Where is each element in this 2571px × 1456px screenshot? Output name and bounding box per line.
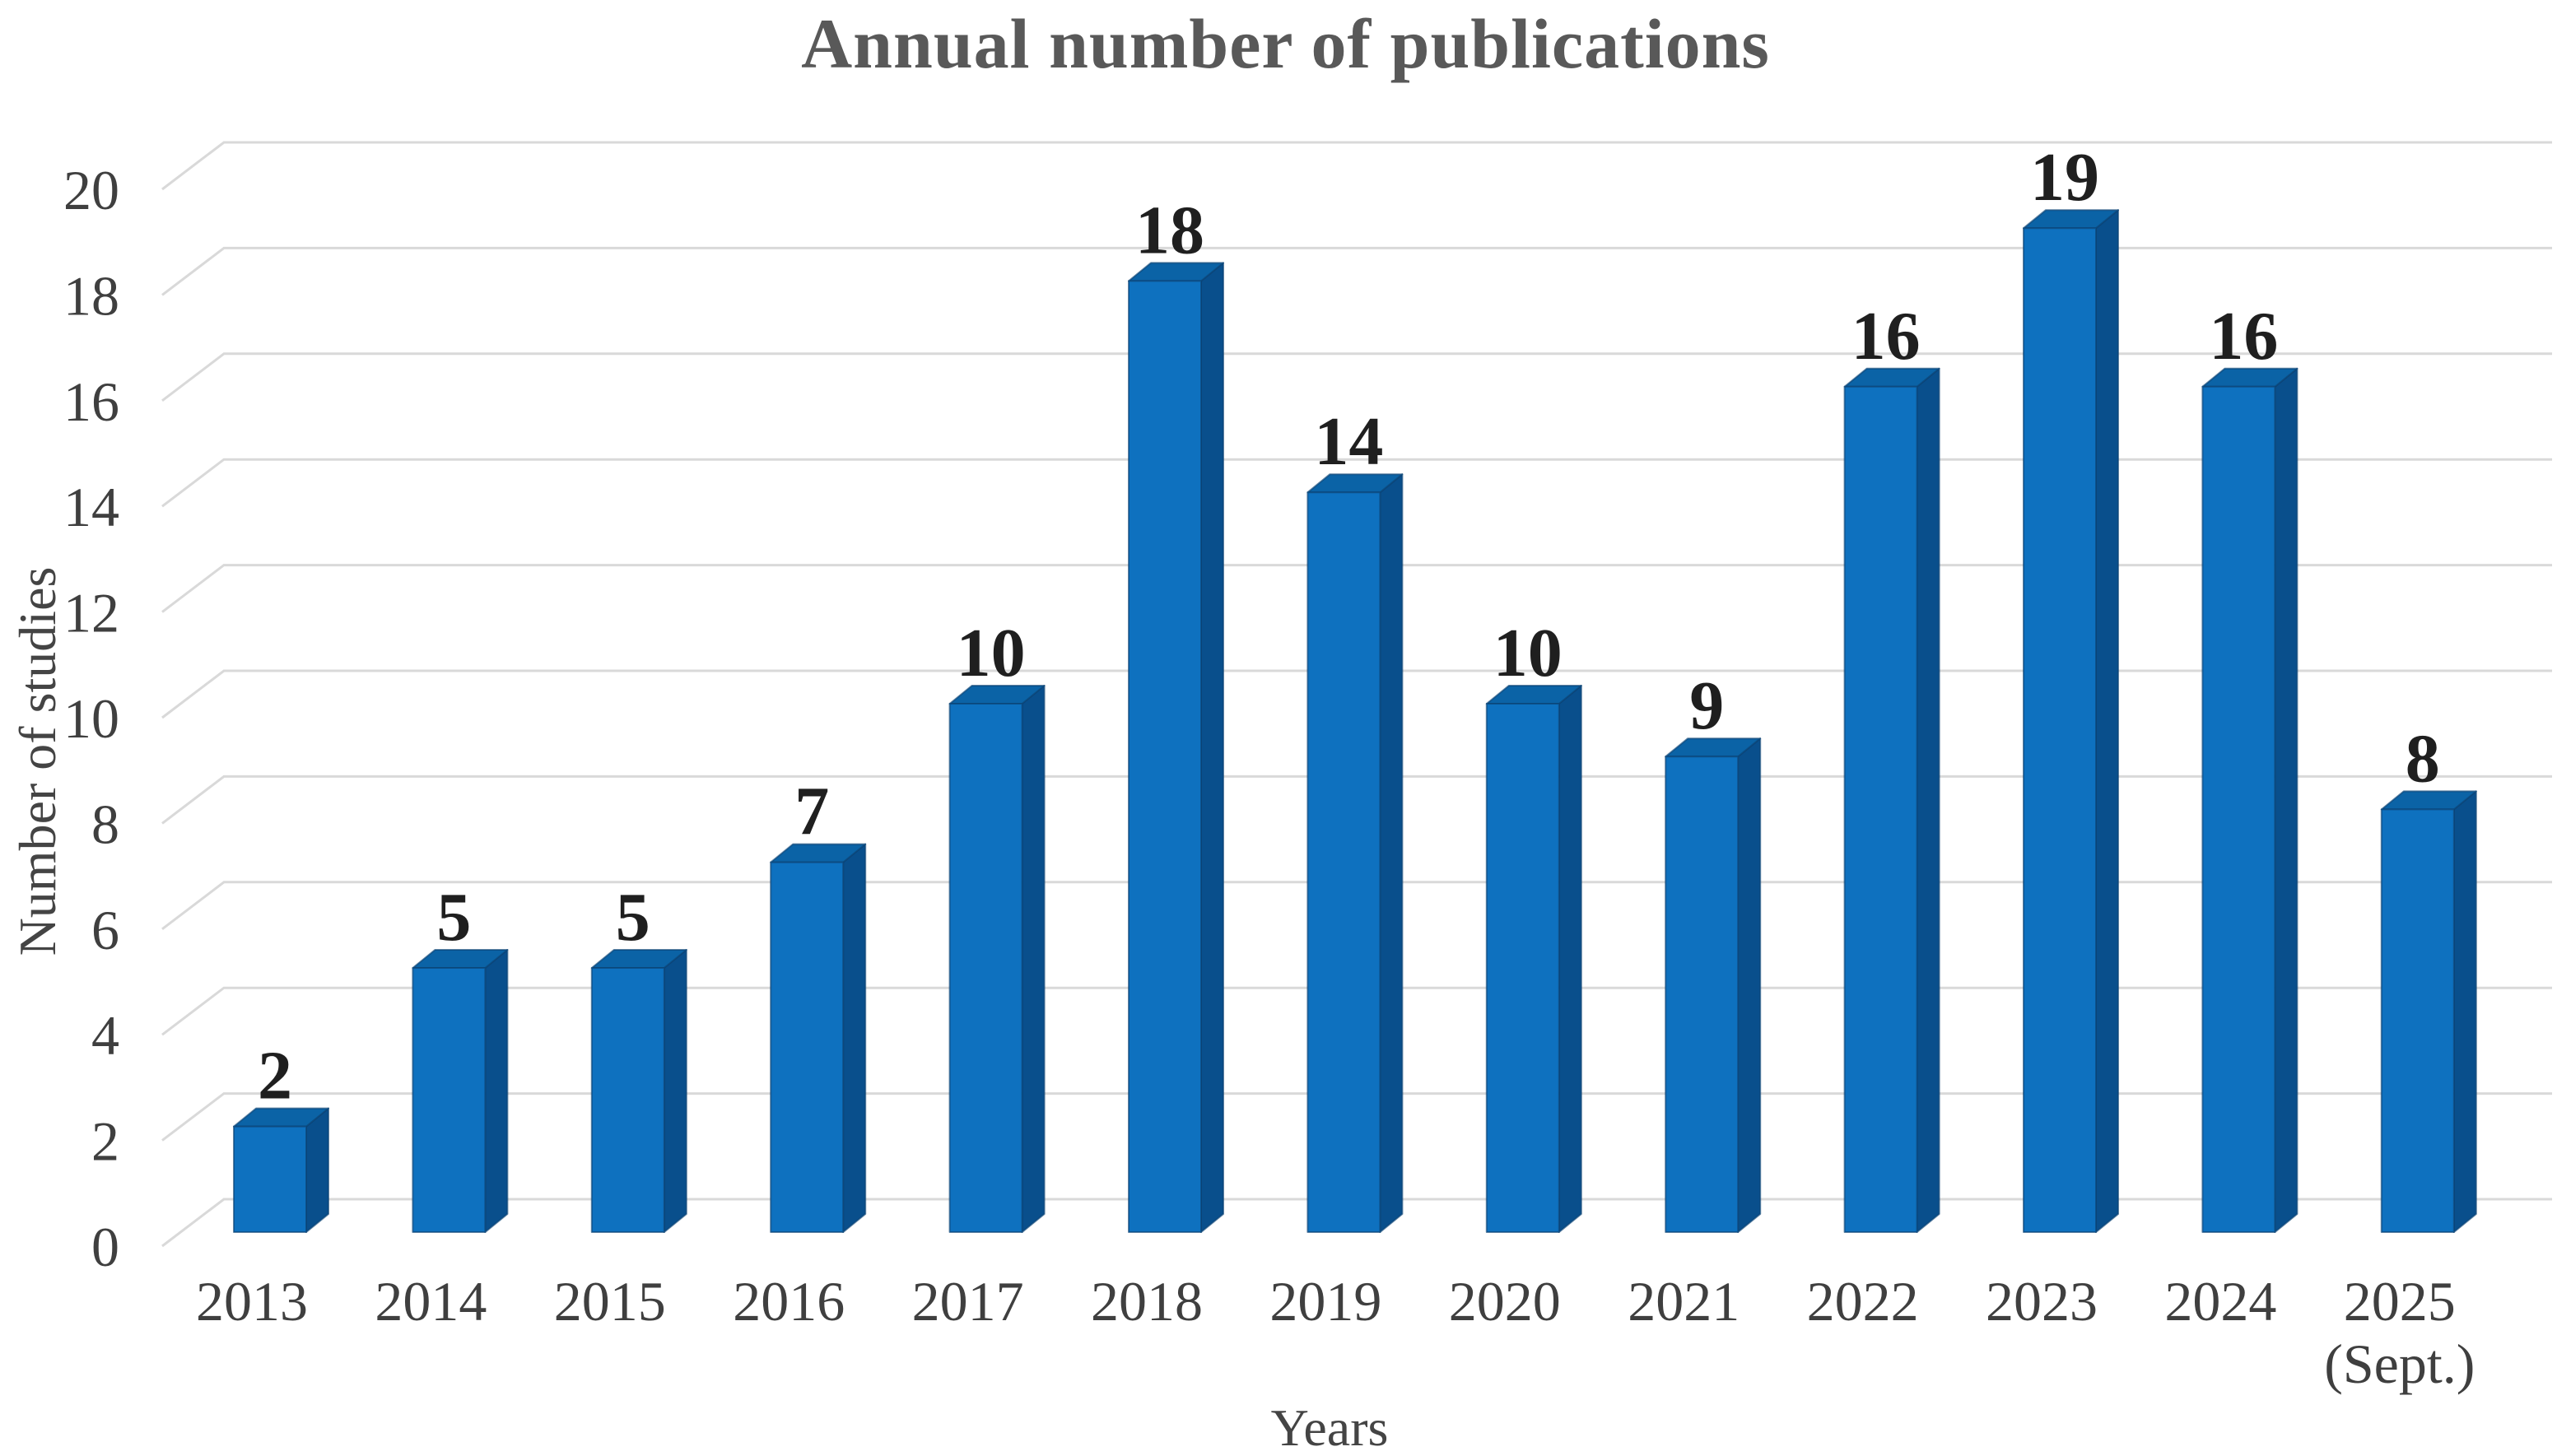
bar-front-face [1128, 280, 1202, 1233]
gridline [161, 986, 2552, 1036]
bar-2018 [1128, 262, 1224, 1233]
x-tick-label-2013: 2013 [196, 1270, 308, 1333]
bar-front-face [1306, 491, 1381, 1233]
x-tick-label-2019: 2019 [1269, 1270, 1381, 1333]
y-tick-label: 8 [91, 793, 119, 855]
bar-side-face [1379, 473, 1404, 1233]
y-tick-label: 2 [91, 1110, 119, 1173]
gridline [161, 246, 2552, 296]
gridlines [161, 141, 2552, 1248]
bar-side-face [842, 843, 867, 1233]
bar-side-face [1558, 685, 1582, 1233]
bar-side-face [484, 949, 509, 1233]
data-label-2025: 8 [2406, 720, 2440, 797]
bar-front-face [1485, 703, 1560, 1233]
gridline [161, 352, 2552, 402]
gridline [161, 1198, 2552, 1248]
bar-front-face [1843, 385, 1918, 1233]
data-label-2016: 7 [794, 774, 829, 850]
gridline [161, 1092, 2552, 1142]
x-tick-label-2014: 2014 [375, 1270, 487, 1333]
bar-2017 [948, 685, 1046, 1233]
y-tick-label: 20 [63, 159, 119, 221]
x-tick-label-2016: 2016 [733, 1270, 845, 1333]
bar-2022 [1843, 367, 1940, 1233]
data-label-2013: 2 [258, 1038, 292, 1114]
gridline [161, 141, 2552, 191]
x-axis-title: Years [1270, 1398, 1389, 1456]
x-tick-label-2017: 2017 [912, 1270, 1024, 1333]
bar-2020 [1485, 685, 1582, 1233]
x-tick-label-2020: 2020 [1449, 1270, 1561, 1333]
bar-side-face [1200, 262, 1224, 1233]
x-tick-label-2023: 2023 [1986, 1270, 2098, 1333]
y-tick-label: 6 [91, 899, 119, 961]
bar-front-face [2023, 227, 2097, 1233]
y-tick-label: 10 [63, 687, 119, 750]
x-tick-label-2015: 2015 [554, 1270, 666, 1333]
bar-side-face [2452, 790, 2477, 1233]
data-label-2019: 14 [1314, 403, 1383, 480]
bar-2015 [590, 949, 687, 1233]
x-tick-label-2024: 2024 [2164, 1270, 2276, 1333]
bar-front-face [2201, 385, 2276, 1233]
data-label-2015: 5 [616, 879, 650, 956]
data-labels: 2 5 5 7 10 18 14 10 9 16 19 16 8 [258, 139, 2440, 1114]
bar-side-face [1737, 737, 1762, 1233]
x-category-labels: 2013 2014 2015 2016 2017 2018 2019 2020 2021 2022… [196, 1270, 2475, 1395]
data-label-2021: 9 [1689, 668, 1724, 744]
bar-side-face [1916, 367, 1940, 1233]
bar-side-face [2274, 367, 2299, 1233]
bar-front-face [590, 967, 665, 1233]
bar-front-face [412, 967, 487, 1233]
gridline [161, 564, 2552, 613]
y-tick-label: 18 [63, 264, 119, 327]
bar-2016 [770, 843, 867, 1233]
bar-2013 [233, 1107, 329, 1233]
bar-2021 [1665, 737, 1762, 1233]
y-tick-labels: 0 2 4 6 8 10 12 14 16 18 20 [63, 159, 119, 1278]
gridline [161, 458, 2552, 508]
gridline [161, 669, 2552, 719]
bar-side-face [2095, 209, 2119, 1233]
bar-2019 [1306, 473, 1404, 1233]
data-label-2020: 10 [1493, 615, 1563, 691]
data-label-2022: 16 [1851, 298, 1921, 374]
y-tick-label: 0 [91, 1216, 119, 1278]
bar-2014 [412, 949, 509, 1233]
gridline [161, 881, 2552, 930]
bar-2023 [2023, 209, 2119, 1233]
data-label-2017: 10 [957, 615, 1026, 691]
bar-front-face [1665, 756, 1740, 1233]
x-tick-label-2025: 2025 [2344, 1270, 2456, 1333]
bar-side-face [663, 949, 687, 1233]
data-label-2018: 18 [1135, 192, 1204, 268]
data-label-2024: 16 [2209, 298, 2278, 374]
bar-side-face [1021, 685, 1046, 1233]
bar-front-face [2380, 808, 2455, 1233]
data-label-2014: 5 [436, 879, 471, 956]
y-tick-label: 16 [63, 370, 119, 433]
data-label-2023: 19 [2030, 139, 2099, 216]
bar-2025 [2380, 790, 2477, 1233]
y-tick-label: 4 [91, 1004, 119, 1067]
x-tick-label-2025: (Sept.) [2324, 1333, 2475, 1395]
bar-front-face [948, 703, 1023, 1233]
x-tick-label-2018: 2018 [1091, 1270, 1203, 1333]
gridline [161, 775, 2552, 825]
y-tick-label: 12 [63, 582, 119, 644]
bars [233, 209, 2477, 1233]
bar-2024 [2201, 367, 2299, 1233]
chart-title: Annual number of publications [801, 4, 1770, 83]
bar-front-face [233, 1125, 307, 1233]
y-tick-label: 14 [63, 476, 119, 538]
bar-front-face [770, 861, 845, 1233]
x-tick-label-2022: 2022 [1807, 1270, 1919, 1333]
bar-side-face [305, 1107, 329, 1233]
x-tick-label-2021: 2021 [1628, 1270, 1740, 1333]
